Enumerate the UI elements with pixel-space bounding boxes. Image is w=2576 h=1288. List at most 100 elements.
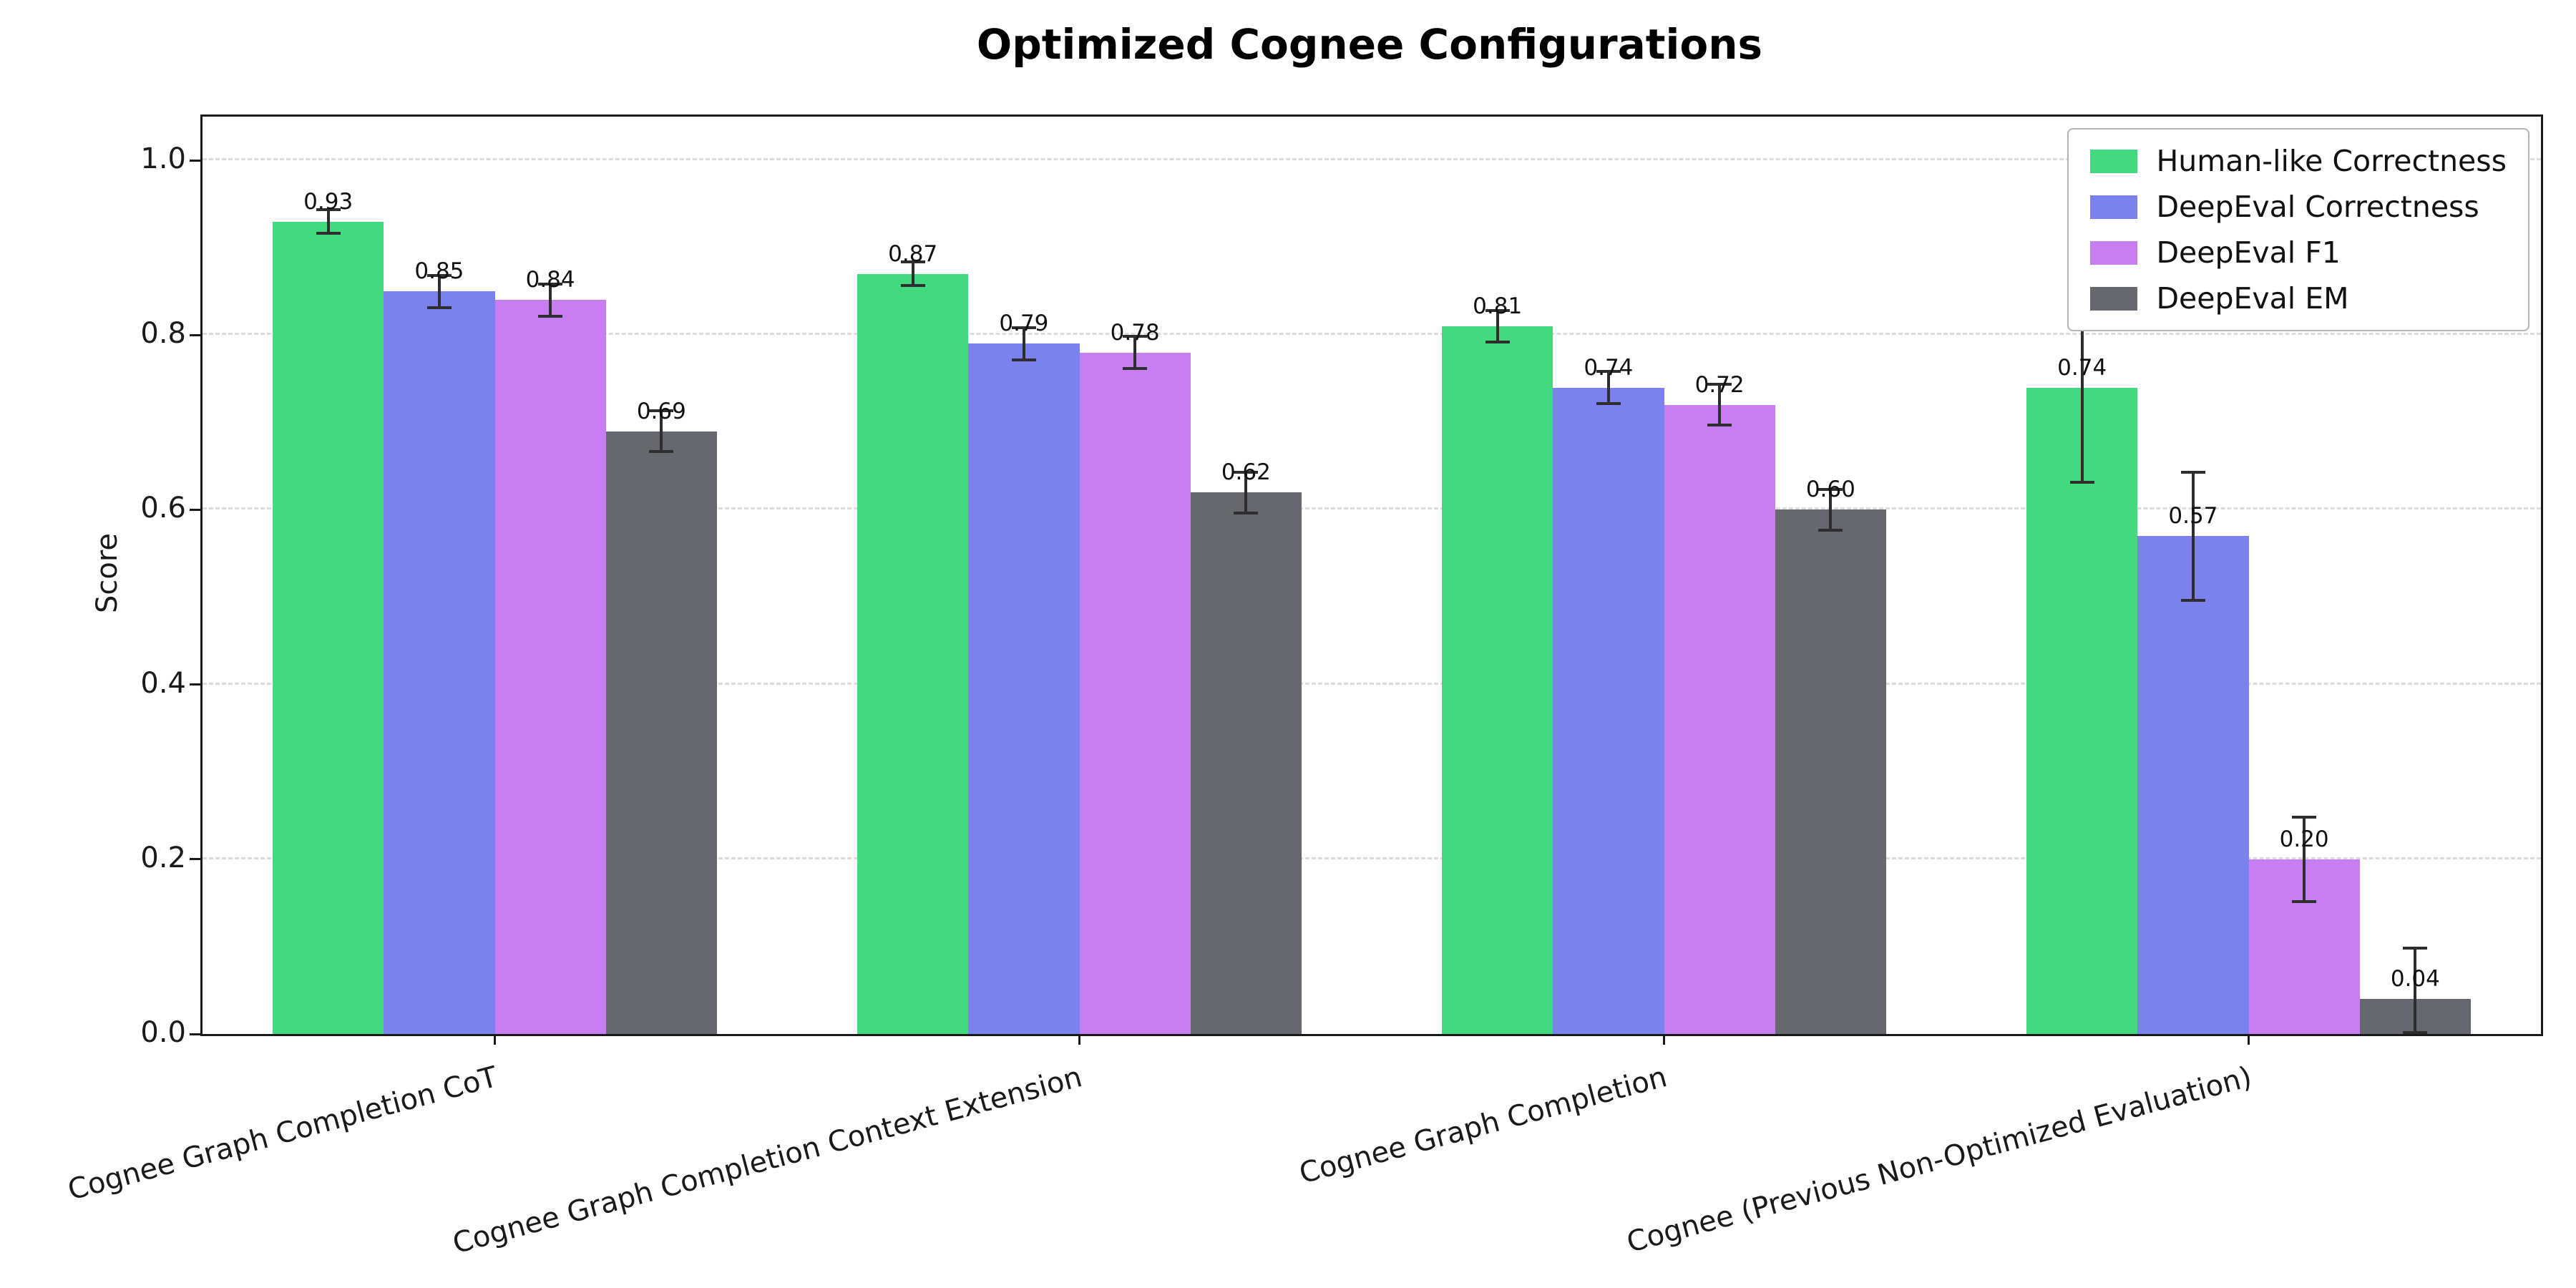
- error-bar: [2180, 470, 2205, 602]
- bar-value-label: 0.20: [2279, 826, 2329, 852]
- bar: [1190, 492, 1302, 1034]
- y-tick-label: 0.8: [140, 317, 186, 351]
- bar: [1442, 326, 1553, 1034]
- x-axis-category-label: Cognee Graph Completion CoT: [64, 1060, 502, 1207]
- error-bar: [2292, 815, 2317, 903]
- y-tick-mark: [190, 508, 200, 511]
- error-bar-line: [1244, 470, 1248, 514]
- error-bar: [2403, 946, 2428, 1035]
- y-tick-mark: [190, 333, 200, 336]
- bar: [1079, 352, 1191, 1034]
- error-bar: [1123, 335, 1148, 371]
- bar-column: 0.74: [1553, 117, 1664, 1034]
- bar-column: 0.04: [2359, 117, 2471, 1035]
- bar: [384, 291, 495, 1034]
- error-bar-line: [2191, 470, 2195, 602]
- x-tick-mark: [494, 1034, 496, 1045]
- y-tick-label: 0.4: [140, 666, 186, 700]
- gridline: [203, 158, 2541, 161]
- bar: [494, 300, 606, 1034]
- bar-groups: 0.93 0.85 0.84 0.69 0.87 0.79 0.78 0.62 0.81 0.74…: [203, 117, 2541, 1035]
- bar-column: 0.62: [1190, 117, 1302, 1034]
- x-axis-category-label: Cognee (Previous Non-Optimized Evaluatio…: [1623, 1060, 2255, 1259]
- gridline: [203, 682, 2541, 685]
- y-tick-mark: [190, 1033, 200, 1035]
- x-axis-category-label: Cognee Graph Completion Context Extensio…: [449, 1060, 1086, 1261]
- error-bar: [426, 273, 452, 309]
- bar-column: 0.69: [605, 117, 717, 1034]
- bar-value-label: 0.78: [1110, 319, 1160, 346]
- bar-column: 0.74: [2026, 117, 2138, 1034]
- error-bar-line: [1829, 487, 1833, 532]
- gridline: [203, 857, 2541, 859]
- error-bar: [900, 260, 925, 288]
- bar-value-label: 0.62: [1221, 459, 1271, 486]
- legend-item: DeepEval EM: [2090, 281, 2507, 316]
- bar-column: 0.60: [1775, 117, 1886, 1034]
- y-tick-label: 0.2: [140, 841, 186, 874]
- legend-swatch: [2090, 149, 2138, 173]
- bar-value-label: 0.74: [1584, 354, 1634, 381]
- bar-column: 0.72: [1664, 117, 1775, 1034]
- legend-item: DeepEval F1: [2090, 235, 2507, 270]
- bar-value-label: 0.85: [414, 258, 464, 285]
- bar-value-label: 0.69: [636, 398, 686, 424]
- legend-item: Human-like Correctness: [2090, 144, 2507, 178]
- legend-label: DeepEval F1: [2156, 235, 2341, 270]
- bar-value-label: 0.57: [2168, 503, 2218, 530]
- error-bar: [316, 208, 341, 235]
- bar-value-label: 0.79: [999, 311, 1049, 337]
- y-tick-mark: [190, 683, 200, 686]
- x-tick-mark: [2248, 1034, 2250, 1045]
- legend-swatch: [2090, 195, 2138, 219]
- error-bar: [649, 409, 674, 454]
- error-bar-line: [660, 409, 663, 454]
- bar-value-label: 0.81: [1473, 293, 1523, 320]
- bar-column: 0.78: [1079, 117, 1191, 1034]
- legend-item: DeepEval Correctness: [2090, 190, 2507, 224]
- bar-value-label: 0.87: [888, 240, 938, 267]
- error-bar-line: [1606, 370, 1610, 405]
- bar: [605, 431, 717, 1034]
- bar: [273, 221, 384, 1034]
- bar-value-label: 0.93: [303, 188, 353, 215]
- error-bar: [1818, 487, 1843, 532]
- y-tick-label: 0.6: [140, 492, 186, 525]
- error-bar-line: [1022, 326, 1025, 361]
- error-bar: [1011, 326, 1036, 361]
- legend-swatch: [2090, 240, 2138, 265]
- bar: [857, 273, 969, 1034]
- legend-label: Human-like Correctness: [2156, 144, 2507, 178]
- bar-value-label: 0.74: [2057, 354, 2107, 381]
- bar-column: 0.79: [968, 117, 1080, 1034]
- error-bar-line: [2080, 291, 2084, 484]
- bar: [968, 343, 1080, 1034]
- x-axis-category-label: Cognee Graph Completion: [1295, 1060, 1671, 1191]
- bar-column: 0.81: [1442, 117, 1553, 1034]
- bar: [1775, 509, 1886, 1034]
- chart-title: Optimized Cognee Configurations: [976, 20, 1763, 69]
- bar-group: 0.93 0.85 0.84 0.69: [203, 117, 787, 1034]
- y-tick-mark: [190, 858, 200, 861]
- bar: [1553, 387, 1664, 1034]
- error-bar: [1485, 308, 1510, 344]
- bar-column: 0.84: [494, 117, 606, 1034]
- error-bar: [538, 283, 563, 318]
- error-bar-line: [549, 283, 552, 318]
- bar-group: 0.74 0.57 0.20 0.04: [1956, 117, 2541, 1035]
- error-bar-line: [437, 273, 441, 309]
- legend-label: DeepEval Correctness: [2156, 190, 2479, 224]
- x-axis-tick-labels: Cognee Graph Completion CoT Cognee Graph …: [64, 1050, 2539, 1279]
- bar-value-label: 0.04: [2390, 966, 2440, 992]
- error-bar-line: [2414, 946, 2417, 1034]
- x-tick-mark: [1663, 1034, 1665, 1045]
- y-axis-tick-labels: 0.0 0.2 0.4 0.6 0.8 1.0: [93, 114, 186, 1049]
- bar-value-label: 0.72: [1694, 371, 1745, 398]
- error-bar: [1596, 370, 1621, 405]
- bar-column: 0.87: [857, 117, 969, 1034]
- bar: [2026, 387, 2138, 1034]
- error-bar: [1234, 470, 1259, 514]
- x-tick-mark: [1078, 1034, 1080, 1045]
- y-tick-label: 0.0: [140, 1016, 186, 1049]
